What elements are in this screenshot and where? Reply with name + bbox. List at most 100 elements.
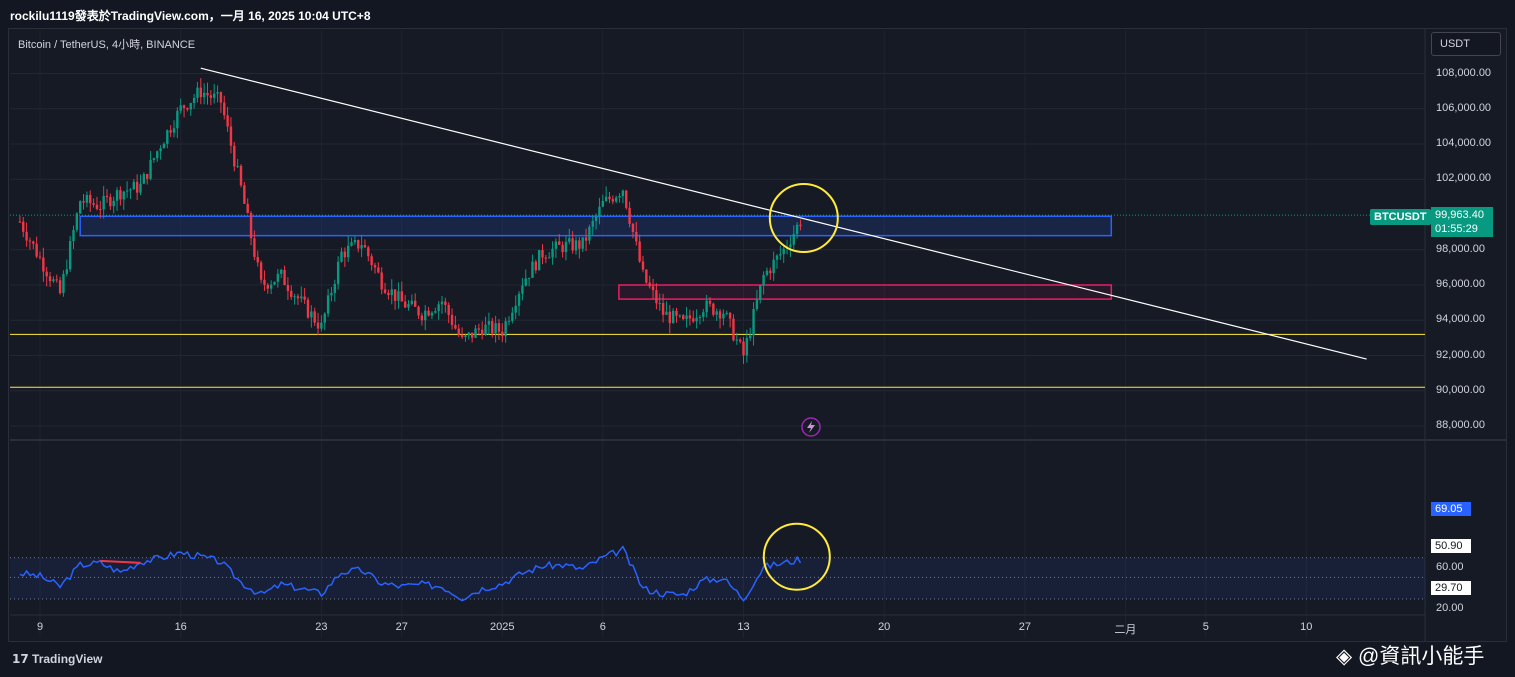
candle-body bbox=[89, 194, 92, 204]
candle-body bbox=[122, 191, 125, 200]
candle-body bbox=[58, 280, 62, 294]
candle-body bbox=[340, 251, 343, 262]
candle-body bbox=[65, 269, 68, 274]
candle-body bbox=[507, 320, 511, 322]
candle-body bbox=[568, 238, 571, 242]
tradingview-footer[interactable]: 𝟭𝟳 TradingView bbox=[12, 652, 103, 666]
candle-body bbox=[491, 321, 494, 334]
candle-body bbox=[487, 321, 491, 325]
candle-body bbox=[648, 282, 651, 287]
last-price-badge: 99,963.40 01:55:29 bbox=[1431, 207, 1493, 237]
candle-body bbox=[99, 208, 102, 210]
candle-body bbox=[75, 213, 79, 230]
candle-body bbox=[514, 305, 517, 313]
candle-body bbox=[598, 206, 601, 217]
candle-body bbox=[554, 241, 558, 249]
candle-body bbox=[728, 312, 732, 319]
candle-body bbox=[625, 190, 628, 208]
price-tick: 92,000.00 bbox=[1436, 348, 1485, 361]
candle-body bbox=[645, 269, 648, 283]
candle-body bbox=[95, 204, 99, 209]
candle-body bbox=[32, 241, 35, 244]
candle-body bbox=[263, 279, 266, 285]
candle-body bbox=[715, 311, 718, 315]
candle-body bbox=[280, 269, 283, 274]
candle-body bbox=[25, 231, 28, 241]
time-tick: 16 bbox=[174, 621, 187, 633]
candle-body bbox=[698, 316, 702, 318]
candle-body bbox=[665, 311, 668, 315]
candle-body bbox=[35, 243, 38, 257]
candle-body bbox=[22, 221, 25, 232]
time-tick: 10 bbox=[1300, 621, 1313, 633]
candle-body bbox=[444, 301, 447, 305]
candle-body bbox=[424, 310, 427, 321]
candle-body bbox=[447, 304, 450, 315]
candle-body bbox=[795, 224, 799, 234]
candle-body bbox=[347, 245, 350, 258]
candle-body bbox=[249, 213, 253, 239]
candle-body bbox=[604, 196, 608, 201]
time-tick: 20 bbox=[878, 621, 891, 633]
candle-body bbox=[169, 130, 172, 133]
candle-body bbox=[119, 190, 122, 200]
candle-body bbox=[628, 207, 631, 224]
candle-body bbox=[685, 315, 688, 320]
currency-button[interactable]: USDT bbox=[1431, 32, 1501, 56]
candle-body bbox=[695, 317, 698, 322]
candle-body bbox=[414, 300, 417, 307]
symbol-title[interactable]: Bitcoin / TetherUS, 4小時, BINANCE bbox=[18, 39, 196, 51]
candle-body bbox=[283, 269, 286, 285]
candle-body bbox=[330, 292, 333, 296]
candle-body bbox=[745, 338, 749, 356]
time-tick: 2025 bbox=[490, 621, 515, 633]
price-tick: 104,000.00 bbox=[1436, 137, 1492, 149]
symbol-badge: BTCUSDT bbox=[1370, 209, 1431, 225]
candle-body bbox=[129, 189, 132, 191]
candle-body bbox=[343, 251, 347, 258]
candle-body bbox=[400, 291, 403, 302]
chart-frame[interactable] bbox=[8, 28, 1507, 642]
candle-body bbox=[313, 311, 316, 323]
candle-body bbox=[474, 328, 477, 338]
candle-body bbox=[139, 183, 142, 193]
candle-body bbox=[434, 311, 437, 313]
candle-body bbox=[775, 255, 779, 260]
candle-body bbox=[564, 241, 568, 253]
candle-body bbox=[504, 321, 507, 337]
candle-body bbox=[226, 115, 229, 127]
candle-body bbox=[454, 325, 457, 329]
candle-body bbox=[450, 314, 454, 326]
candle-body bbox=[708, 300, 712, 304]
rsi-band bbox=[10, 557, 1425, 600]
candle-body bbox=[722, 313, 725, 319]
publish-caption: rockilu1119發表於TradingView.com，一月 16, 202… bbox=[10, 9, 371, 23]
candle-body bbox=[276, 273, 280, 282]
candle-body bbox=[377, 267, 380, 273]
candle-body bbox=[179, 105, 182, 111]
candle-body bbox=[725, 312, 728, 314]
candle-body bbox=[380, 272, 383, 290]
candle-body bbox=[718, 311, 722, 319]
candle-body bbox=[253, 238, 256, 257]
candle-body bbox=[732, 318, 735, 341]
candle-body bbox=[105, 195, 109, 198]
candle-body bbox=[186, 108, 189, 110]
candle-body bbox=[216, 92, 219, 94]
price-tick: 90,000.00 bbox=[1436, 383, 1485, 396]
candle-body bbox=[584, 237, 588, 241]
candle-body bbox=[52, 279, 55, 282]
candle-body bbox=[497, 323, 501, 332]
price-tick: 88,000.00 bbox=[1436, 419, 1485, 431]
candle-body bbox=[82, 201, 85, 203]
candle-body bbox=[561, 244, 564, 253]
candle-body bbox=[353, 240, 357, 243]
candle-body bbox=[765, 270, 769, 275]
candle-body bbox=[655, 290, 658, 304]
candle-body bbox=[387, 292, 390, 296]
candle-body bbox=[182, 105, 186, 109]
time-tick: 27 bbox=[1018, 621, 1032, 633]
candle-body bbox=[618, 195, 621, 198]
candle-body bbox=[333, 283, 336, 293]
candle-body bbox=[702, 312, 705, 317]
